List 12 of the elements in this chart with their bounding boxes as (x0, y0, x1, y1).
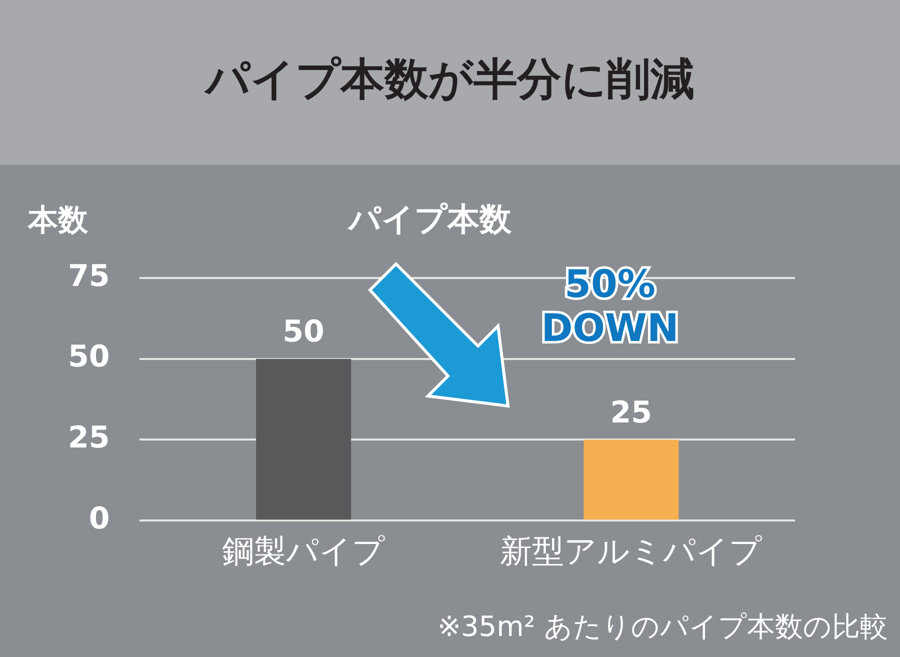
y-tick-label: 25 (68, 420, 110, 456)
chart-title: パイプ本数が半分に削減 (203, 53, 696, 107)
data-label: 25 (610, 396, 652, 431)
y-tick-label: 75 (68, 258, 110, 294)
text: ※35m² あたりのパイプ本数の比較 (438, 609, 888, 645)
x-tick-label: 鋼製パイプ (222, 532, 386, 570)
data-label: 50 (282, 314, 324, 350)
chart-subtitle: パイプ本数 (346, 199, 512, 240)
y-tick-label: 0 (88, 501, 110, 536)
y-axis-title: 本数 (28, 202, 88, 240)
x-tick-label: 新型アルミパイプ (500, 532, 762, 570)
y-tick-label: 50 (68, 340, 110, 375)
